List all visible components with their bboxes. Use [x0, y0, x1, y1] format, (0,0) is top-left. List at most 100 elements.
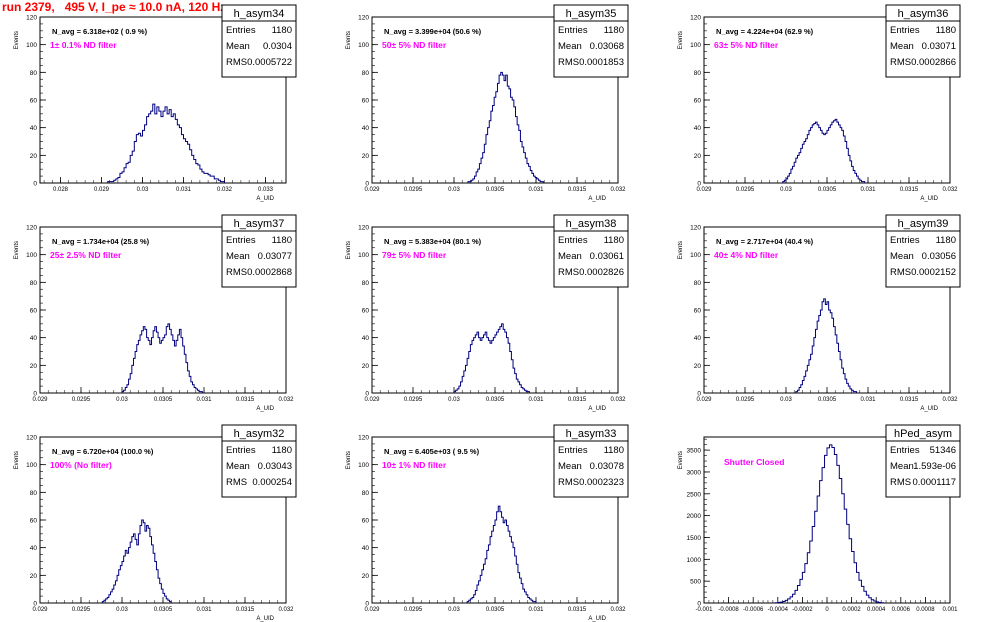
stats-label-entries: Entries [226, 235, 256, 246]
histogram-panel: 0 20 40 60 80 100 120 0.029 0.0295 0.03 0.0305 0.03… [678, 4, 961, 202]
x-tick-label: 0.0295 [72, 397, 91, 403]
y-tick-label: 60 [30, 308, 38, 315]
y-axis-label: Events [678, 241, 684, 259]
stats-value-entries: 1180 [272, 235, 292, 246]
histogram-panel: 0 20 40 60 80 100 120 0.029 0.0295 0.03 0.0305 0.03… [346, 424, 629, 622]
histogram-name: h_asym36 [898, 8, 949, 20]
y-tick-label: 40 [694, 335, 702, 342]
x-tick-label: 0.032 [278, 397, 294, 403]
histogram-name: h_asym39 [898, 218, 949, 230]
x-tick-label: 0.03 [116, 397, 128, 403]
navg-label: N_avg = 6.405e+03 ( 9.5 %) [384, 447, 480, 456]
filter-annotation: 79± 5% ND filter [382, 250, 447, 260]
y-tick-label: 120 [690, 225, 701, 232]
stats-box [221, 214, 297, 288]
stats-label-rms: RMS [890, 477, 911, 488]
stats-value-rms: 0.0002152 [911, 267, 956, 278]
filter-annotation: 40± 4% ND filter [714, 250, 779, 260]
y-tick-label: 3000 [687, 469, 702, 476]
stats-label-mean: Mean [226, 41, 250, 52]
x-tick-label: 0.032 [610, 607, 626, 613]
x-tick-label: 0.0315 [236, 607, 255, 613]
y-tick-label: 120 [26, 435, 37, 442]
stats-value-rms: 0.0001117 [913, 477, 957, 488]
y-tick-label: 60 [362, 308, 370, 315]
stats-label-mean: Mean [890, 251, 914, 262]
x-tick-label: 0.0305 [486, 607, 505, 613]
x-tick-label: 0.0315 [568, 187, 587, 193]
y-tick-label: 40 [30, 125, 38, 132]
x-tick-label: 0.032 [610, 397, 626, 403]
filter-annotation: 1± 0.1% ND filter [50, 40, 117, 50]
y-tick-label: 40 [362, 335, 370, 342]
histogram-series [466, 505, 537, 603]
x-tick-label: 0.0305 [818, 397, 837, 403]
stats-value-entries: 1180 [936, 235, 956, 246]
stats-value-entries: 1180 [604, 235, 624, 246]
navg-label: N_avg = 4.224e+04 (62.9 %) [716, 27, 814, 36]
y-tick-label: 120 [26, 225, 37, 232]
y-tick-label: 80 [30, 490, 38, 497]
y-axis-label: Events [678, 451, 684, 469]
x-tick-label: 0.0004 [867, 607, 886, 613]
x-axis-label: A_UID [588, 616, 606, 622]
y-tick-label: 60 [362, 98, 370, 105]
x-tick-label: 0.0295 [404, 397, 423, 403]
stats-label-rms: RMS [226, 477, 247, 488]
y-tick-label: 40 [362, 125, 370, 132]
y-tick-label: 120 [358, 15, 369, 22]
y-tick-label: 100 [358, 252, 369, 259]
histogram-name: h_asym34 [234, 8, 285, 20]
stats-value-rms: 0.0002826 [579, 267, 624, 278]
stats-label-rms: RMS [558, 57, 579, 68]
stats-label-mean: Mean [558, 251, 582, 262]
stats-value-entries: 1180 [936, 25, 956, 36]
x-tick-label: 0.0002 [842, 607, 861, 613]
x-tick-label: 0.0315 [568, 397, 587, 403]
x-tick-label: -0.0006 [743, 607, 764, 613]
y-tick-label: 80 [362, 490, 370, 497]
stats-value-mean: 0.0304 [263, 41, 292, 52]
y-tick-label: 0 [365, 601, 369, 608]
navg-label: N_avg = 2.717e+04 (40.4 %) [716, 237, 814, 246]
stats-box [221, 4, 297, 78]
stats-label-entries: Entries [558, 25, 588, 36]
stats-value-mean: 0.03061 [590, 251, 624, 262]
y-tick-label: 0 [33, 181, 37, 188]
x-tick-label: 0.032 [942, 397, 958, 403]
x-tick-label: 0.033 [258, 187, 274, 193]
histogram-panel: 0 20 40 60 80 100 120 0.029 0.0295 0.03 0.0305 0.03… [346, 4, 629, 202]
y-tick-label: 40 [694, 125, 702, 132]
y-tick-label: 20 [30, 573, 38, 580]
stats-value-rms: 0.0002323 [579, 477, 624, 488]
y-tick-label: 60 [694, 308, 702, 315]
x-tick-label: 0.03 [780, 187, 792, 193]
x-tick-label: 0.03 [448, 607, 460, 613]
stats-value-rms: 0.0002866 [911, 57, 956, 68]
x-tick-label: 0.03 [116, 607, 128, 613]
x-tick-label: 0.031 [196, 397, 212, 403]
y-tick-label: 80 [30, 280, 38, 287]
y-tick-label: 100 [690, 252, 701, 259]
y-tick-label: 40 [30, 545, 38, 552]
x-tick-label: 0.03 [780, 397, 792, 403]
navg-label: N_avg = 3.399e+04 (50.6 %) [384, 27, 482, 36]
y-tick-label: 120 [358, 435, 369, 442]
y-tick-label: 2500 [687, 491, 702, 498]
x-tick-label: -0.0008 [718, 607, 739, 613]
x-tick-label: 0.0305 [154, 607, 173, 613]
stats-box [885, 214, 961, 288]
y-tick-label: 80 [694, 70, 702, 77]
x-tick-label: 0.0305 [154, 397, 173, 403]
y-tick-label: 60 [30, 98, 38, 105]
histogram-name: hPed_asym [894, 428, 952, 440]
x-tick-label: 0.03 [448, 187, 460, 193]
filter-annotation: 10± 1% ND filter [382, 460, 447, 470]
stats-label-entries: Entries [226, 445, 256, 456]
x-axis-label: A_UID [256, 196, 274, 202]
stats-label-mean: Mean [890, 461, 914, 472]
stats-label-mean: Mean [890, 41, 914, 52]
y-axis-label: Events [678, 31, 684, 49]
stats-value-mean: 1.593e-06 [913, 461, 956, 472]
